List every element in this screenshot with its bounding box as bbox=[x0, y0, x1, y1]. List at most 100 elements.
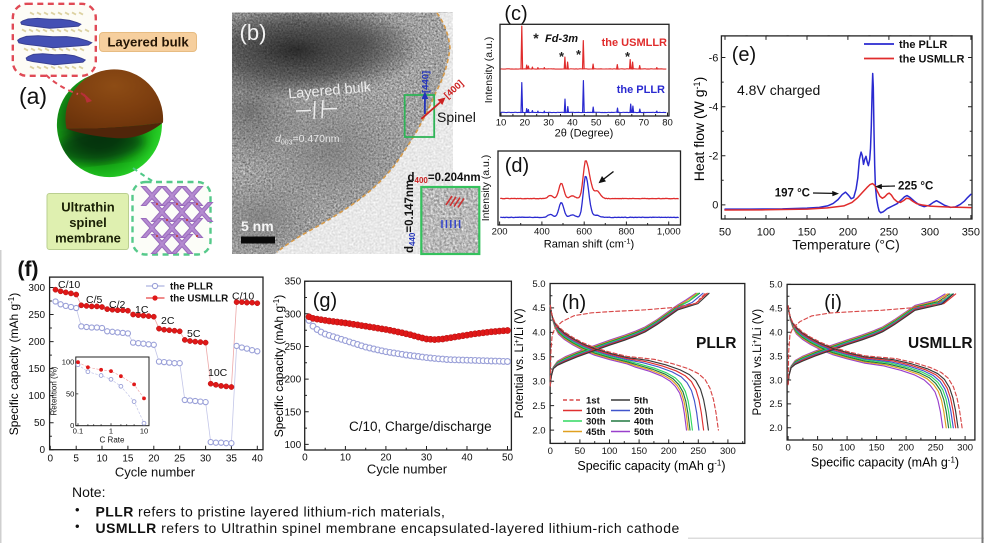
svg-text:250: 250 bbox=[880, 227, 898, 239]
svg-text:(c): (c) bbox=[504, 3, 527, 25]
svg-text:Fd-3m: Fd-3m bbox=[542, 33, 578, 45]
svg-text:0: 0 bbox=[712, 200, 718, 212]
svg-text:C Rate: C Rate bbox=[100, 436, 125, 445]
svg-text:2.5: 2.5 bbox=[769, 399, 782, 410]
svg-text:Retention (%): Retention (%) bbox=[50, 366, 59, 415]
svg-text:60: 60 bbox=[615, 118, 626, 129]
svg-text:-6: -6 bbox=[709, 52, 719, 64]
svg-text:400: 400 bbox=[534, 227, 550, 238]
svg-text:0: 0 bbox=[70, 421, 74, 430]
svg-text:150: 150 bbox=[631, 446, 647, 457]
svg-text:4.5: 4.5 bbox=[532, 303, 545, 314]
svg-text:USMLLR refers to Ultrathin spi: USMLLR refers to Ultrathin spinel membra… bbox=[96, 520, 680, 536]
svg-text:150: 150 bbox=[28, 364, 45, 375]
svg-text:20: 20 bbox=[520, 118, 531, 129]
svg-text:250: 250 bbox=[285, 342, 302, 353]
svg-text:200: 200 bbox=[661, 446, 677, 457]
svg-text:d400=0.204nm: d400=0.204nm bbox=[408, 172, 481, 185]
svg-text:4.5: 4.5 bbox=[769, 304, 782, 315]
svg-text:3.0: 3.0 bbox=[532, 377, 545, 388]
svg-text:20th: 20th bbox=[634, 406, 654, 417]
svg-text:Specific capacity (mAh g-1): Specific capacity (mAh g-1) bbox=[7, 293, 21, 436]
svg-text:30: 30 bbox=[421, 453, 433, 464]
svg-text:spinel: spinel bbox=[69, 215, 107, 230]
svg-text:Temperature (°C): Temperature (°C) bbox=[792, 237, 900, 253]
svg-text:C/10: C/10 bbox=[58, 279, 80, 291]
svg-text:•: • bbox=[75, 502, 80, 517]
svg-text:200: 200 bbox=[492, 227, 508, 238]
svg-text:1,000: 1,000 bbox=[657, 227, 681, 238]
svg-text:30: 30 bbox=[200, 454, 212, 465]
svg-text:350: 350 bbox=[285, 277, 302, 288]
svg-text:[440]: [440] bbox=[421, 71, 432, 93]
svg-text:d440=0.147nm: d440=0.147nm bbox=[404, 180, 417, 253]
svg-text:PLLR: PLLR bbox=[696, 335, 736, 352]
svg-text:300: 300 bbox=[285, 309, 302, 320]
svg-text:0: 0 bbox=[785, 443, 790, 454]
svg-text:(d): (d) bbox=[505, 155, 529, 177]
svg-text:200: 200 bbox=[285, 375, 302, 386]
svg-text:Heat flow (W g-1): Heat flow (W g-1) bbox=[691, 77, 707, 182]
svg-text:35: 35 bbox=[226, 454, 238, 465]
svg-text:25: 25 bbox=[174, 454, 186, 465]
svg-text:100: 100 bbox=[757, 227, 775, 239]
svg-text:100: 100 bbox=[602, 446, 618, 457]
svg-text:5th: 5th bbox=[634, 396, 648, 407]
svg-text:2.5: 2.5 bbox=[532, 401, 545, 412]
svg-text:membrane: membrane bbox=[55, 231, 121, 246]
svg-text:200: 200 bbox=[898, 443, 914, 454]
svg-text:1C: 1C bbox=[135, 304, 149, 316]
svg-text:15: 15 bbox=[122, 454, 134, 465]
svg-text:Note:: Note: bbox=[72, 484, 105, 500]
svg-text:USMLLR: USMLLR bbox=[908, 335, 973, 352]
svg-text:50: 50 bbox=[591, 118, 602, 129]
svg-text:(h): (h) bbox=[562, 292, 586, 314]
svg-text:the PLLR: the PLLR bbox=[899, 39, 947, 51]
svg-text:Potential vs.Li+/Li (V): Potential vs.Li+/Li (V) bbox=[750, 309, 764, 416]
svg-text:300: 300 bbox=[921, 227, 939, 239]
svg-text:50th: 50th bbox=[634, 427, 654, 438]
svg-text:-2: -2 bbox=[709, 151, 719, 163]
svg-text:0: 0 bbox=[302, 453, 308, 464]
svg-text:Cycle number: Cycle number bbox=[115, 465, 196, 480]
svg-text:100: 100 bbox=[62, 358, 75, 367]
svg-text:10C: 10C bbox=[208, 367, 228, 379]
svg-text:Layered bulk: Layered bulk bbox=[288, 79, 373, 102]
svg-text:300: 300 bbox=[28, 283, 45, 294]
svg-text:*: * bbox=[576, 47, 582, 62]
svg-text:300: 300 bbox=[957, 443, 973, 454]
svg-text:3.5: 3.5 bbox=[532, 352, 545, 363]
svg-text:45th: 45th bbox=[586, 427, 606, 438]
svg-text:*: * bbox=[625, 49, 631, 64]
svg-text:-4: -4 bbox=[709, 101, 719, 113]
svg-text:600: 600 bbox=[576, 227, 592, 238]
svg-text:1st: 1st bbox=[586, 396, 601, 407]
svg-text:the USMLLR: the USMLLR bbox=[170, 294, 228, 305]
svg-text:(g): (g) bbox=[313, 290, 337, 312]
svg-text:225 °C: 225 °C bbox=[898, 181, 933, 193]
svg-text:the PLLR: the PLLR bbox=[170, 282, 213, 293]
svg-text:(a): (a) bbox=[19, 83, 47, 109]
svg-text:*: * bbox=[533, 30, 539, 46]
svg-text:197 °C: 197 °C bbox=[775, 188, 810, 200]
svg-text:PLLR refers to pristine layere: PLLR refers to pristine layered lithium-… bbox=[96, 504, 446, 520]
svg-text:C/10, Charge/discharge: C/10, Charge/discharge bbox=[349, 419, 492, 434]
svg-text:800: 800 bbox=[619, 227, 635, 238]
svg-text:Specific capacity (mAh g-1): Specific capacity (mAh g-1) bbox=[272, 295, 286, 438]
svg-text:350: 350 bbox=[962, 227, 980, 239]
svg-text:5 nm: 5 nm bbox=[241, 218, 274, 234]
svg-text:100: 100 bbox=[839, 443, 855, 454]
svg-text:50: 50 bbox=[575, 446, 586, 457]
svg-text:10: 10 bbox=[340, 453, 352, 464]
svg-text:20: 20 bbox=[148, 454, 160, 465]
svg-text:Ultrathin: Ultrathin bbox=[61, 200, 115, 215]
svg-text:5: 5 bbox=[73, 454, 79, 465]
svg-text:3.5: 3.5 bbox=[769, 351, 782, 362]
svg-text:70: 70 bbox=[638, 118, 649, 129]
svg-text:Potential vs. Li+/Li (V): Potential vs. Li+/Li (V) bbox=[512, 308, 526, 418]
svg-text:4.0: 4.0 bbox=[769, 328, 782, 339]
svg-text:C/5: C/5 bbox=[86, 294, 103, 306]
svg-text:80: 80 bbox=[662, 118, 673, 129]
svg-text:4.0: 4.0 bbox=[532, 328, 545, 339]
svg-text:10: 10 bbox=[140, 427, 148, 436]
